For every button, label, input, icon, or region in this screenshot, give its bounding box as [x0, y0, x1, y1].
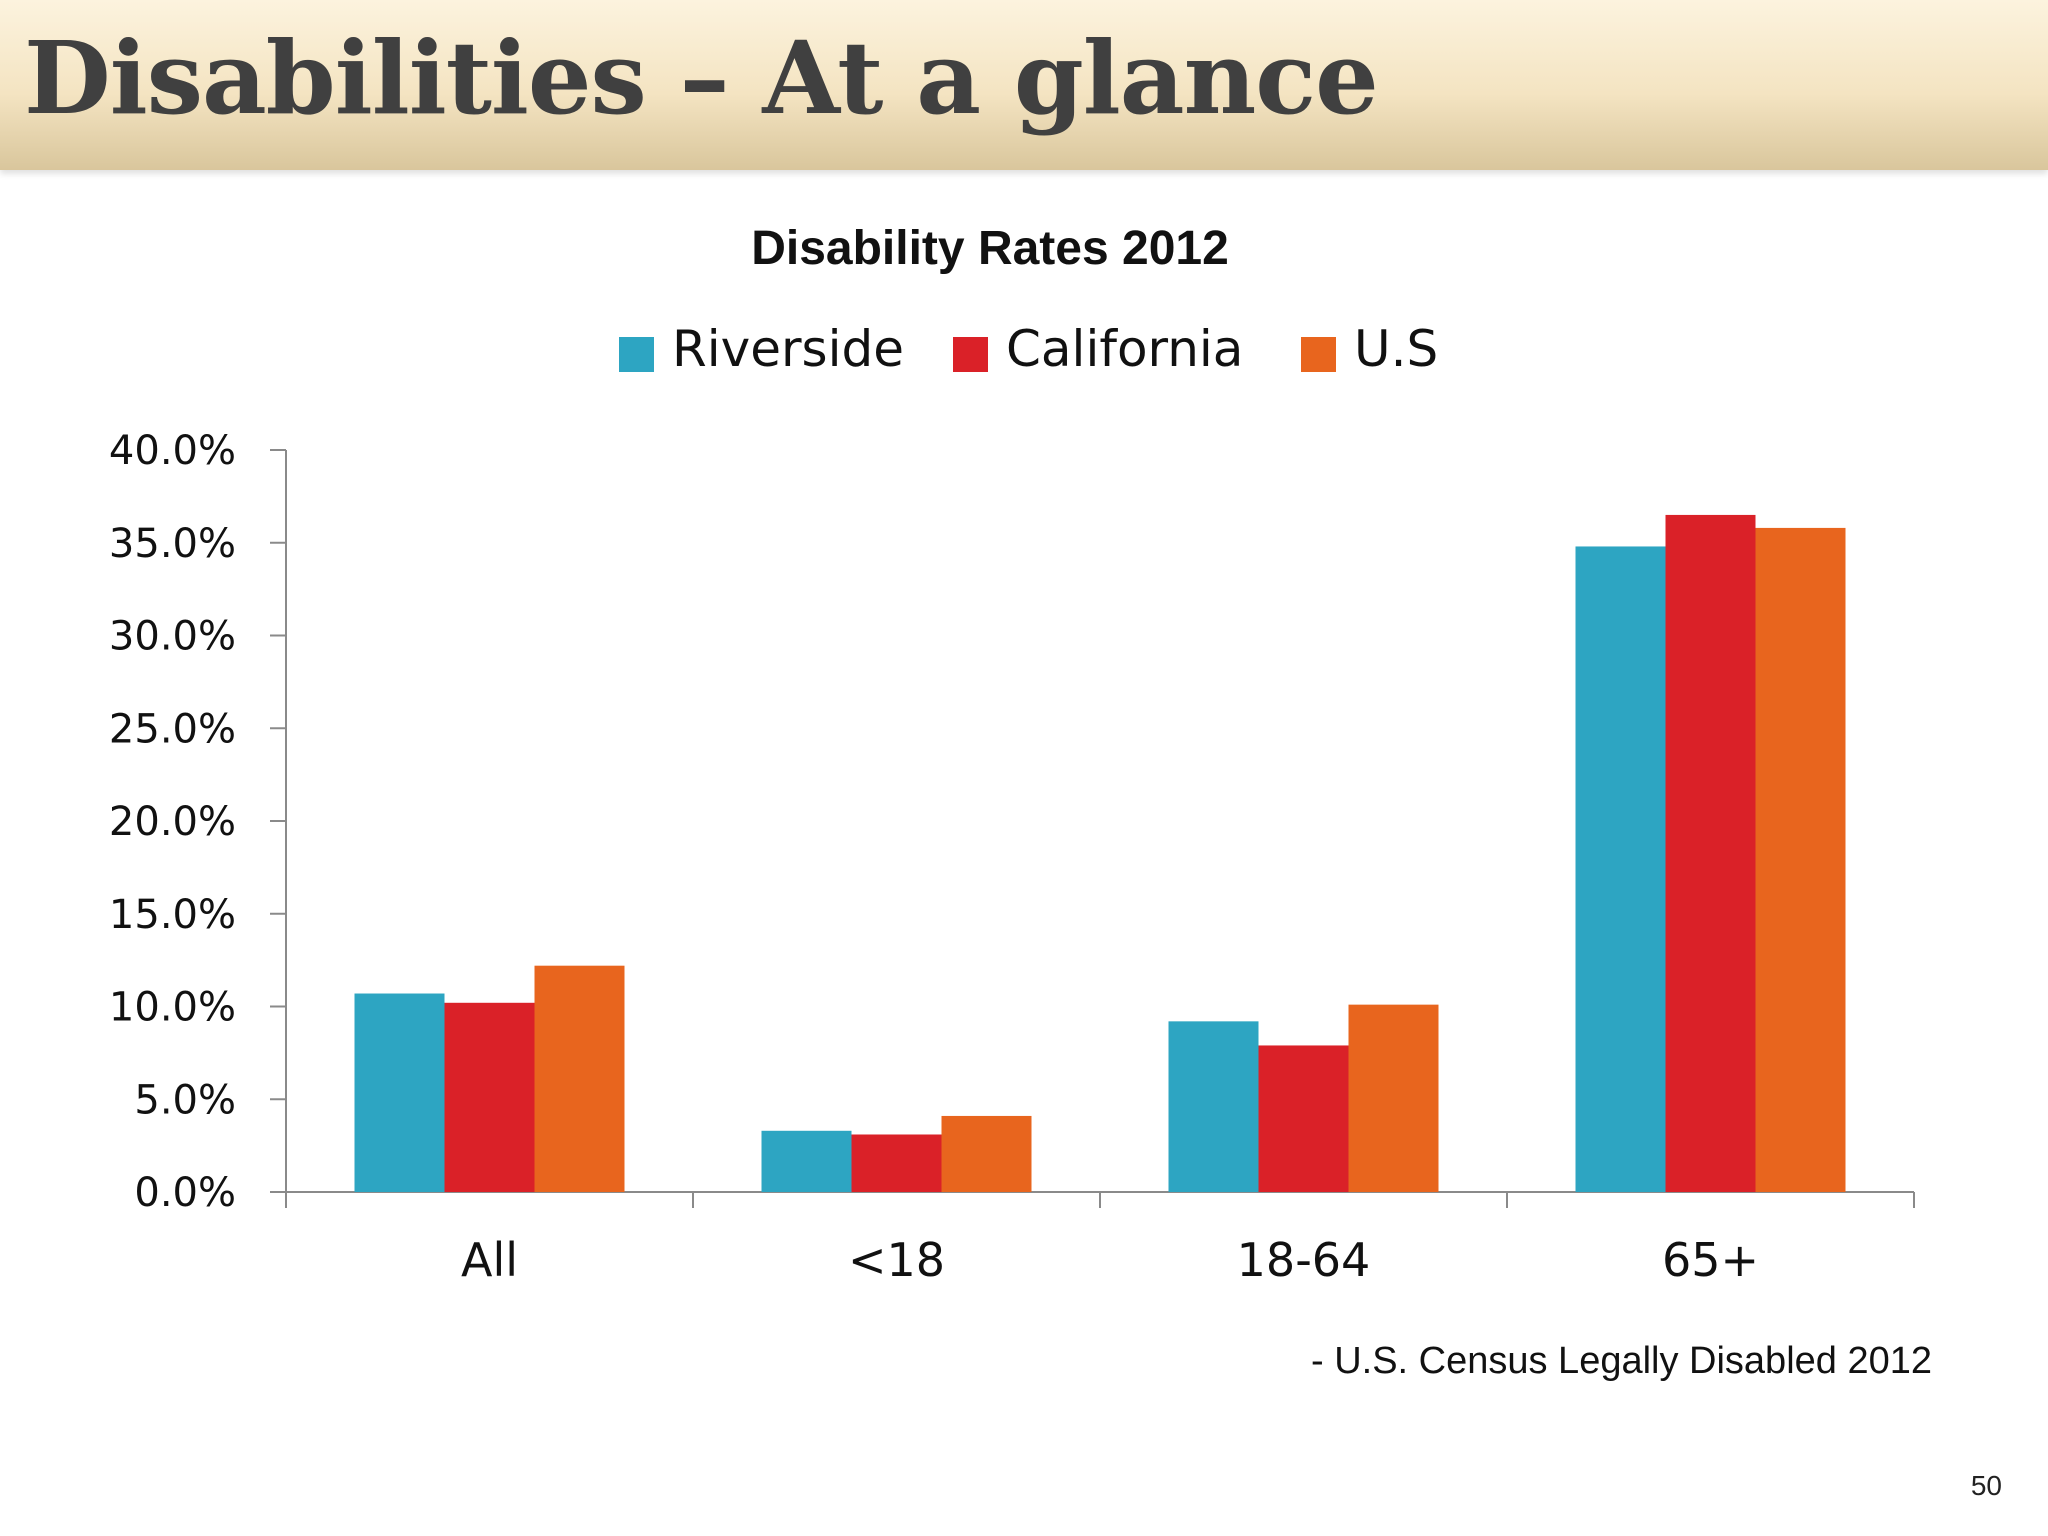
y-tick-label: 25.0%	[109, 706, 236, 752]
source-note: - U.S. Census Legally Disabled 2012	[1310, 1340, 1932, 1382]
legend-swatch	[1301, 337, 1336, 372]
bar-us-1	[941, 1115, 1032, 1192]
x-tick-label: 18-64	[1237, 1233, 1371, 1287]
y-tick-label: 10.0%	[109, 985, 236, 1031]
page-number: 50	[1970, 1470, 2002, 1501]
bar-us-3	[1755, 527, 1846, 1192]
bar-california-3	[1665, 514, 1756, 1192]
y-tick-label: 0.0%	[134, 1170, 236, 1216]
chart-legend: Riverside California U.S	[619, 320, 1438, 378]
bar-riverside-2	[1168, 1021, 1259, 1192]
chart-title: Disability Rates 2012	[751, 222, 1229, 275]
chart-bars	[354, 514, 1846, 1192]
bar-riverside-1	[761, 1130, 852, 1192]
y-tick-label: 40.0%	[109, 428, 236, 474]
x-tick-label: All	[461, 1233, 518, 1287]
x-tick-label: 65+	[1662, 1233, 1759, 1287]
y-tick-label: 20.0%	[109, 799, 236, 845]
legend-label: Riverside	[672, 320, 904, 378]
slide-title: Disabilities – At a glance	[24, 19, 1379, 137]
y-tick-label: 30.0%	[109, 614, 236, 660]
y-tick-label: 5.0%	[134, 1077, 236, 1123]
bar-riverside-0	[354, 993, 445, 1192]
bar-us-0	[534, 965, 625, 1192]
chart-labels: 0.0% 5.0% 10.0% 15.0% 20.0% 25.0% 30.0% 35.0% 40…	[109, 428, 1759, 1287]
legend-swatch	[619, 337, 654, 372]
y-tick-label: 35.0%	[109, 521, 236, 567]
x-tick-label: <18	[848, 1233, 945, 1287]
bar-california-0	[444, 1002, 535, 1192]
title-band	[0, 0, 2048, 170]
y-tick-label: 15.0%	[109, 892, 236, 938]
legend-swatch	[953, 337, 988, 372]
bar-california-2	[1258, 1045, 1349, 1192]
legend-label: California	[1006, 320, 1243, 378]
bar-riverside-3	[1575, 546, 1666, 1192]
bar-california-1	[851, 1134, 942, 1192]
legend-label: U.S	[1354, 320, 1438, 378]
bar-us-2	[1348, 1004, 1439, 1192]
